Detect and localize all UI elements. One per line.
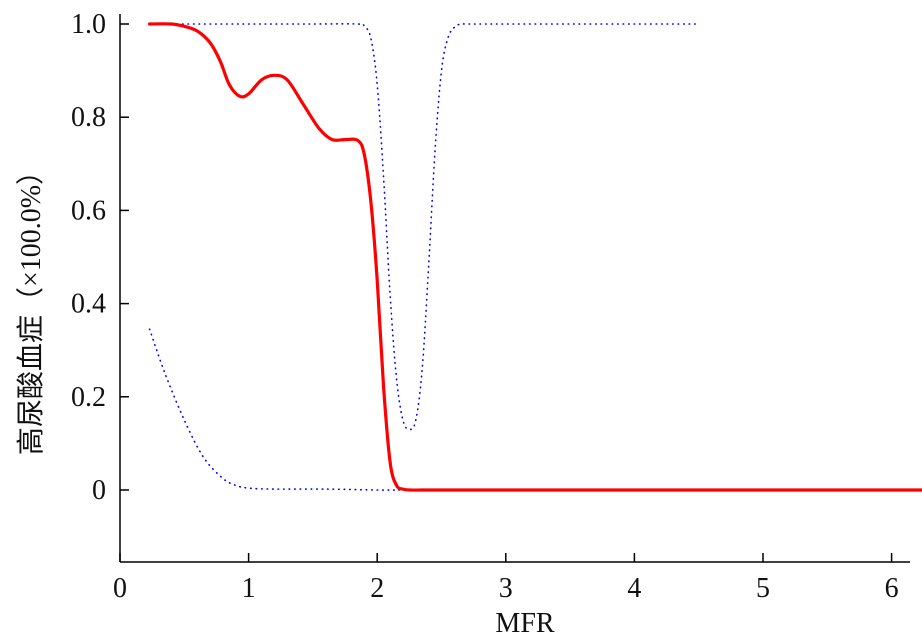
- y-tick-label: 0.6: [71, 195, 106, 226]
- x-tick-label: 2: [370, 573, 384, 604]
- tick-layer: 0 0.2 0.4 0.6 0.8 1.0 0 1 2 3 4 5 6: [71, 9, 899, 604]
- x-tick-label: 1: [242, 573, 256, 604]
- y-tick-label: 0.4: [71, 289, 106, 320]
- x-tick-label: 4: [627, 573, 641, 604]
- axes: [119, 14, 910, 563]
- x-tick-label: 0: [113, 573, 127, 604]
- y-tick-label: 0: [92, 475, 106, 506]
- y-tick-label: 0.8: [71, 102, 106, 133]
- y-axis-title: 高尿酸血症（×100.0%）: [15, 157, 47, 455]
- series-line-dotted-1: [148, 328, 922, 491]
- series-layer: [148, 22, 922, 492]
- series-line-dotted-2: [148, 22, 700, 431]
- x-tick-label: 3: [499, 573, 513, 604]
- x-axis-title: MFR: [495, 608, 554, 639]
- y-tick-label: 0.2: [71, 382, 106, 413]
- series-line-solid-0: [148, 22, 922, 492]
- x-tick-label: 5: [756, 573, 770, 604]
- y-tick-label: 1.0: [71, 9, 106, 40]
- x-tick-label: 6: [885, 573, 899, 604]
